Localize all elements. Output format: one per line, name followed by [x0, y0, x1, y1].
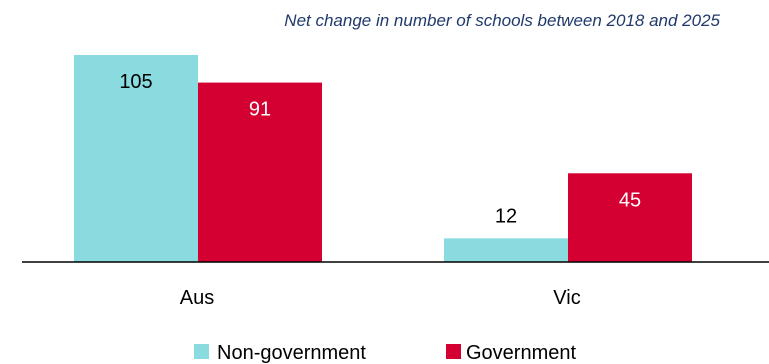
bar-vic-non-government: [444, 238, 568, 262]
bars-group: 105 91 12 45: [74, 55, 692, 262]
data-label-vic-government: 45: [619, 189, 641, 211]
legend-swatch-non-government: [194, 344, 209, 359]
category-labels: Aus Vic: [180, 287, 581, 309]
data-label-vic-non-government: 12: [495, 205, 517, 227]
legend-swatch-government: [446, 344, 461, 359]
bar-aus-government: [198, 82, 322, 262]
chart-title: Net change in number of schools between …: [284, 11, 720, 30]
category-label-vic: Vic: [553, 287, 580, 309]
data-label-aus-non-government: 105: [119, 71, 152, 93]
data-label-aus-government: 91: [249, 99, 271, 121]
bar-aus-non-government: [74, 55, 198, 262]
legend-label-non-government: Non-government: [217, 342, 366, 364]
category-label-aus: Aus: [180, 287, 214, 309]
legend: Non-government Government: [194, 342, 576, 364]
legend-label-government: Government: [466, 342, 576, 364]
bar-vic-government: [568, 173, 692, 262]
